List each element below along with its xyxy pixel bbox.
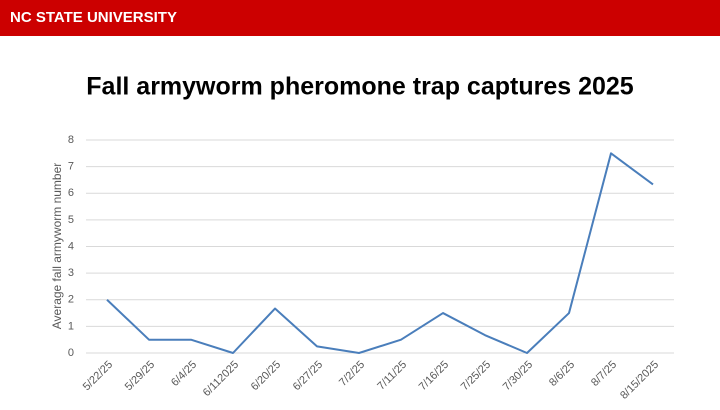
x-tick-label: 5/22/25	[81, 359, 115, 393]
x-tick-label: 6/4/25	[169, 359, 199, 389]
y-tick-label: 2	[68, 294, 74, 306]
x-tick-label: 7/11/25	[375, 359, 409, 393]
y-tick-label: 5	[68, 214, 74, 226]
y-tick-label: 4	[68, 240, 74, 252]
x-tick-label: 7/16/25	[417, 359, 451, 393]
x-tick-label: 8/6/25	[547, 359, 577, 389]
y-tick-label: 7	[68, 161, 74, 173]
header-bar	[0, 0, 720, 36]
brand: NC STATE UNIVERSITY	[10, 9, 177, 26]
y-tick-label: 6	[68, 187, 74, 199]
chart-title: Fall armyworm pheromone trap captures 20…	[86, 73, 634, 101]
y-tick-label: 8	[68, 134, 74, 146]
x-tick-label: 8/15/2025	[618, 359, 661, 402]
x-tick-label: 7/2/25	[337, 359, 367, 389]
x-tick-label: 7/30/25	[501, 359, 535, 393]
y-axis-label: Average fall armyworm number	[50, 163, 64, 330]
y-tick-label: 1	[68, 320, 74, 332]
x-tick-label: 7/25/25	[459, 359, 493, 393]
x-tick-label: 5/29/25	[123, 359, 157, 393]
x-tick-label: 6/112025	[201, 359, 241, 399]
x-tick-label: 8/7/25	[589, 359, 619, 389]
data-line	[106, 152, 654, 354]
x-tick-label: 6/27/25	[291, 359, 325, 393]
y-tick-label: 3	[68, 267, 74, 279]
y-tick-label: 0	[68, 347, 74, 359]
x-tick-label: 6/20/25	[249, 359, 283, 393]
